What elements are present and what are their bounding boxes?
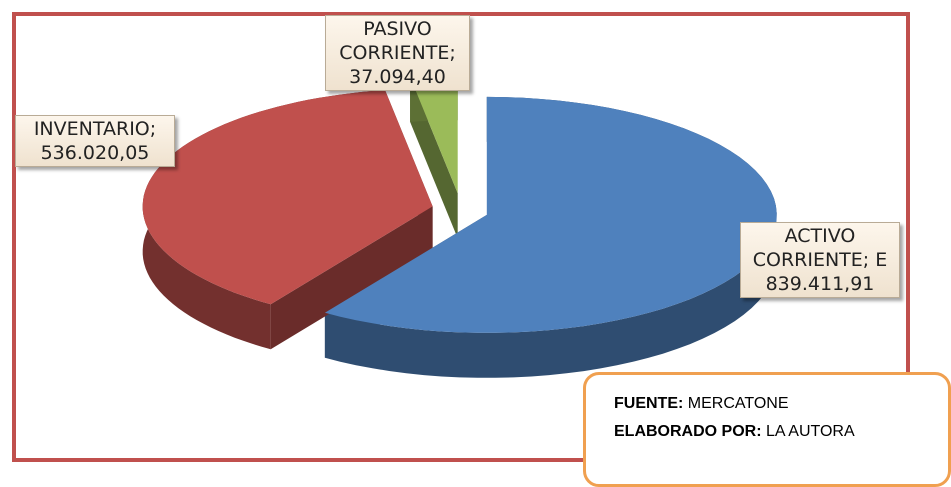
slice	[324, 96, 777, 333]
source-note: FUENTE: MERCATONE ELABORADO POR: LA AUTO…	[583, 372, 951, 487]
slice-side	[324, 96, 777, 378]
category-label: ACTIVO CORRIENTE; E	[752, 225, 888, 271]
category-label: PASIVO CORRIENTE;	[339, 18, 456, 64]
slice	[142, 90, 433, 305]
slice-face	[270, 206, 433, 350]
chart-frame	[12, 12, 910, 462]
category-label: INVENTARIO;	[33, 118, 157, 140]
data-label: INVENTARIO; 536.020,05	[15, 115, 175, 167]
value-label: 839.411,91	[765, 273, 875, 295]
slice	[410, 75, 458, 194]
value-label: 536.020,05	[40, 142, 150, 164]
data-label: ACTIVO CORRIENTE; E 839.411,91	[740, 222, 900, 298]
note-label: FUENTE:	[614, 395, 684, 412]
value-label: 37.094,40	[349, 66, 446, 88]
note-label: ELABORADO POR:	[614, 423, 762, 440]
note-text: LA AUTORA	[766, 423, 855, 440]
note-text: MERCATONE	[687, 395, 789, 412]
data-label: PASIVO CORRIENTE; 37.094,40	[325, 15, 470, 91]
